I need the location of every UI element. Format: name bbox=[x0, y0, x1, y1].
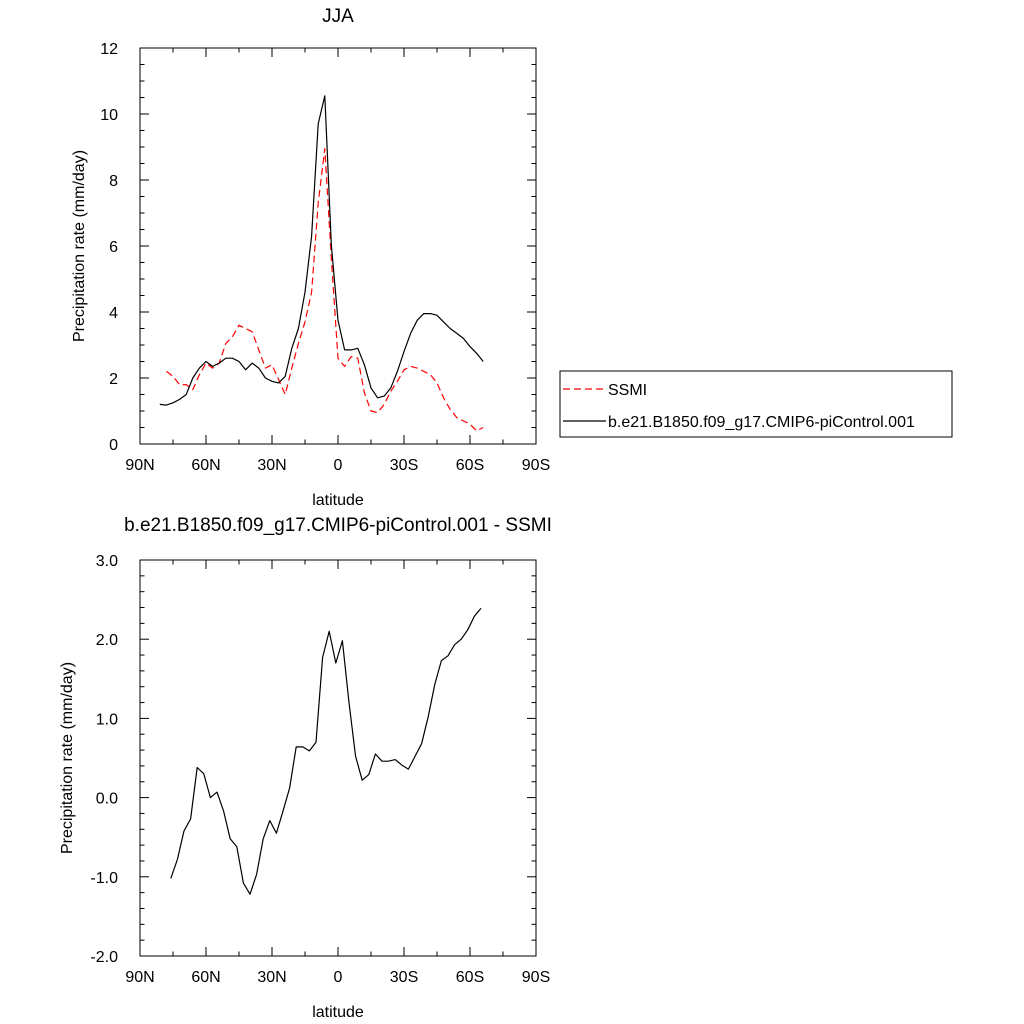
top-x-tick-label: 60S bbox=[456, 457, 484, 474]
legend-model-label: b.e21.B1850.f09_g17.CMIP6-piControl.001 bbox=[608, 414, 915, 431]
top-x-tick-label: 30S bbox=[390, 457, 418, 474]
top-series-lines bbox=[159, 95, 484, 432]
bottom-plot-frame bbox=[139, 559, 537, 957]
bottom-y-tick-label: -1.0 bbox=[90, 870, 118, 887]
bottom-x-axis-label: latitude bbox=[312, 1004, 364, 1021]
bottom-x-tick-label: 60S bbox=[456, 969, 484, 986]
legend: SSMI b.e21.B1850.f09_g17.CMIP6-piControl… bbox=[559, 370, 953, 438]
bottom-y-tick-label: -2.0 bbox=[90, 949, 118, 966]
bottom-y-tick-label: 2.0 bbox=[96, 632, 118, 649]
top-plot-frame bbox=[139, 47, 537, 445]
top-panel: JJA 90N 60N 30N 0 30S 60S 90S 0 2 4 6 8 10 12 latitud… bbox=[71, 6, 550, 509]
top-y-axis-label: Precipitation rate (mm/day) bbox=[71, 150, 88, 342]
legend-ssmi-label: SSMI bbox=[608, 382, 647, 399]
bottom-series-lines bbox=[170, 607, 482, 895]
bottom-y-tick-label: 1.0 bbox=[96, 711, 118, 728]
bottom-y-tick-label: 3.0 bbox=[96, 553, 118, 570]
bottom-y-axis-label: Precipitation rate (mm/day) bbox=[59, 662, 76, 854]
top-x-tick-label: 60N bbox=[191, 457, 220, 474]
top-y-tick-label: 8 bbox=[109, 173, 118, 190]
top-y-tick-label: 10 bbox=[100, 107, 118, 124]
bottom-x-tick-label: 30N bbox=[257, 969, 286, 986]
bottom-x-tick-label: 90S bbox=[522, 969, 550, 986]
bottom-x-tick-label: 30S bbox=[390, 969, 418, 986]
top-series-line-1 bbox=[159, 95, 484, 406]
bottom-panel: b.e21.B1850.f09_g17.CMIP6-piControl.001 … bbox=[59, 515, 552, 1021]
top-axis-ticks: 90N 60N 30N 0 30S 60S 90S 0 2 4 6 8 10 12 bbox=[100, 41, 550, 474]
top-x-tick-label: 0 bbox=[334, 457, 343, 474]
bottom-x-tick-label: 90N bbox=[125, 969, 154, 986]
top-x-tick-label: 30N bbox=[257, 457, 286, 474]
bottom-x-tick-label: 60N bbox=[191, 969, 220, 986]
top-x-tick-label: 90N bbox=[125, 457, 154, 474]
top-y-tick-label: 2 bbox=[109, 371, 118, 388]
top-y-tick-label: 12 bbox=[100, 41, 118, 58]
bottom-chart-title: b.e21.B1850.f09_g17.CMIP6-piControl.001 … bbox=[124, 515, 552, 536]
bottom-y-tick-label: 0.0 bbox=[96, 791, 118, 808]
top-x-tick-label: 90S bbox=[522, 457, 550, 474]
top-x-axis-label: latitude bbox=[312, 492, 364, 509]
top-y-tick-label: 4 bbox=[109, 305, 118, 322]
top-series-line-0 bbox=[166, 148, 484, 432]
bottom-axis-ticks: 90N 60N 30N 0 30S 60S 90S -2.0 -1.0 0.0 1.0 2.0 3.0 bbox=[90, 553, 550, 986]
legend-box bbox=[559, 370, 953, 438]
top-y-tick-label: 0 bbox=[109, 437, 118, 454]
top-chart-title: JJA bbox=[322, 6, 354, 27]
bottom-x-tick-label: 0 bbox=[334, 969, 343, 986]
bottom-series-line-0 bbox=[170, 607, 482, 895]
top-y-tick-label: 6 bbox=[109, 239, 118, 256]
